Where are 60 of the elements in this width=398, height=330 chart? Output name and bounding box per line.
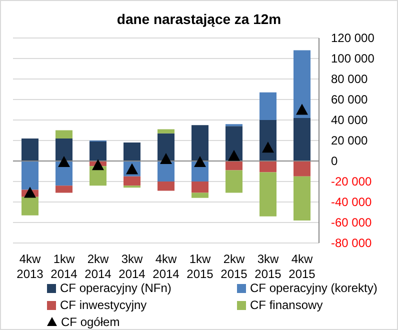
bar (260, 120, 276, 161)
bar (22, 196, 38, 216)
legend-label: CF ogółem (61, 315, 120, 329)
bar (124, 176, 140, 186)
x-tick-label: 2kw 2014 (84, 252, 112, 281)
x-tick-label: 4kw 2013 (16, 252, 44, 281)
x-tick-label: 1kw 2014 (50, 252, 78, 281)
bar (56, 130, 72, 138)
bar (260, 92, 276, 120)
bar (56, 138, 72, 161)
x-tick-label: 1kw 2015 (186, 252, 214, 281)
bar (226, 170, 242, 193)
point (262, 142, 274, 153)
y-tick-label: -20 000 (331, 174, 372, 188)
bar (22, 138, 38, 161)
point (228, 150, 240, 161)
point (24, 186, 36, 198)
y-tick-label: -60 000 (331, 216, 372, 230)
bar (158, 133, 174, 161)
y-tick-label: -40 000 (331, 195, 372, 209)
y-tick-label: -80 000 (331, 236, 372, 250)
bar (260, 161, 276, 172)
point (160, 152, 172, 164)
bar (294, 118, 310, 161)
bar (192, 182, 208, 193)
point (58, 156, 70, 168)
y-tick-label: 100 000 (331, 52, 375, 66)
bar (226, 161, 242, 170)
y-tick-label: 80 000 (331, 72, 368, 86)
bar (22, 161, 38, 190)
bar (294, 161, 310, 176)
x-tick-label: 3kw 2015 (254, 252, 282, 281)
bar (260, 172, 276, 216)
point (296, 104, 308, 115)
x-tick-label: 2kw 2015 (220, 252, 248, 281)
bar (56, 186, 72, 193)
bar (294, 50, 310, 118)
point (92, 159, 104, 170)
legend-label: CF operacyjny (NFn) (60, 281, 172, 295)
x-tick-label: 4kw 2015 (288, 252, 316, 281)
bar (294, 176, 310, 220)
chart-title: dane narastające za 12m (116, 10, 282, 29)
bar (124, 142, 140, 161)
bar (158, 129, 174, 134)
y-tick-label: 0 (331, 154, 338, 168)
legend-label: CF operacyjny (korekty) (250, 281, 378, 295)
y-tick-label: 60 000 (331, 92, 368, 106)
y-tick-label: 120 000 (331, 31, 375, 45)
bar (158, 182, 174, 191)
y-tick-label: 20 000 (331, 134, 368, 148)
point (194, 156, 206, 168)
bar (192, 192, 208, 198)
x-tick-label: 4kw 2014 (152, 252, 180, 281)
y-tick-label: 40 000 (331, 113, 368, 127)
x-tick-label: 3kw 2014 (118, 252, 146, 281)
bar (90, 142, 106, 161)
bar (158, 161, 174, 182)
legend-label: CF inwestycyjny (60, 298, 147, 312)
bar (192, 125, 208, 161)
legend-label: CF finansowy (250, 298, 323, 312)
